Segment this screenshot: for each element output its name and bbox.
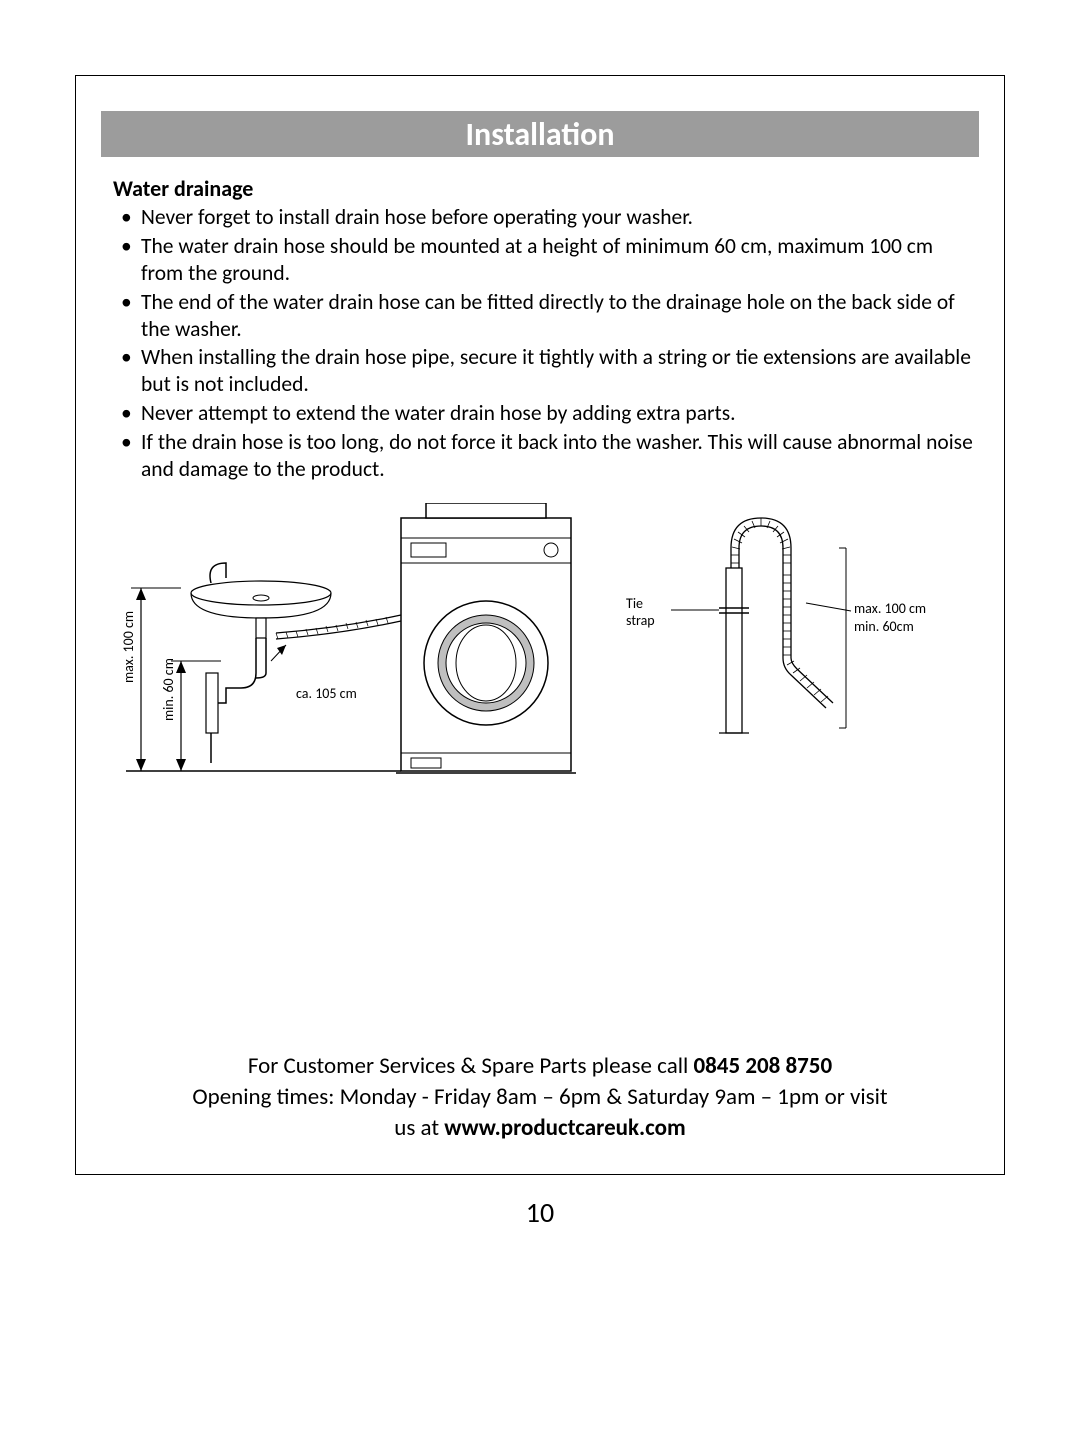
footer-line1a: For Customer Services & Spare Parts plea… xyxy=(248,1052,694,1080)
diagrams-row: max. 100 cm min. 60 cm xyxy=(101,503,979,813)
list-item: If the drain hose is too long, do not fo… xyxy=(113,429,979,483)
list-item: When installing the drain hose pipe, sec… xyxy=(113,344,979,398)
standpipe-diagram: Tie strap xyxy=(611,503,941,753)
list-item: The water drain hose should be mounted a… xyxy=(113,233,979,287)
bullet-list: Never forget to install drain hose befor… xyxy=(101,204,979,483)
section-heading: Water drainage xyxy=(101,175,979,202)
sink-washer-diagram: max. 100 cm min. 60 cm xyxy=(111,503,581,813)
tie-label-2: strap xyxy=(626,612,655,629)
page-title: Installation xyxy=(465,115,614,154)
title-bar: Installation xyxy=(101,111,979,157)
footer-line2: Opening times: Monday - Friday 8am – 6pm… xyxy=(192,1083,887,1111)
footer-phone: 0845 208 8750 xyxy=(693,1052,832,1080)
list-item: The end of the water drain hose can be f… xyxy=(113,289,979,343)
tie-label-1: Tie xyxy=(626,595,643,612)
list-item: Never attempt to extend the water drain … xyxy=(113,400,979,427)
footer-text: For Customer Services & Spare Parts plea… xyxy=(101,1051,979,1144)
min-label: min. 60 cm xyxy=(160,658,177,721)
page-number: 10 xyxy=(0,1195,1080,1230)
max-label: max. 100 cm xyxy=(120,611,137,683)
ca-label: ca. 105 cm xyxy=(296,685,357,702)
min-label-2: min. 60cm xyxy=(854,618,914,635)
page-border: Installation Water drainage Never forget… xyxy=(75,75,1005,1175)
footer-line3a: us at xyxy=(394,1114,444,1142)
max-label-2: max. 100 cm xyxy=(854,600,926,617)
list-item: Never forget to install drain hose befor… xyxy=(113,204,979,231)
footer-url: www.productcareuk.com xyxy=(444,1114,686,1142)
